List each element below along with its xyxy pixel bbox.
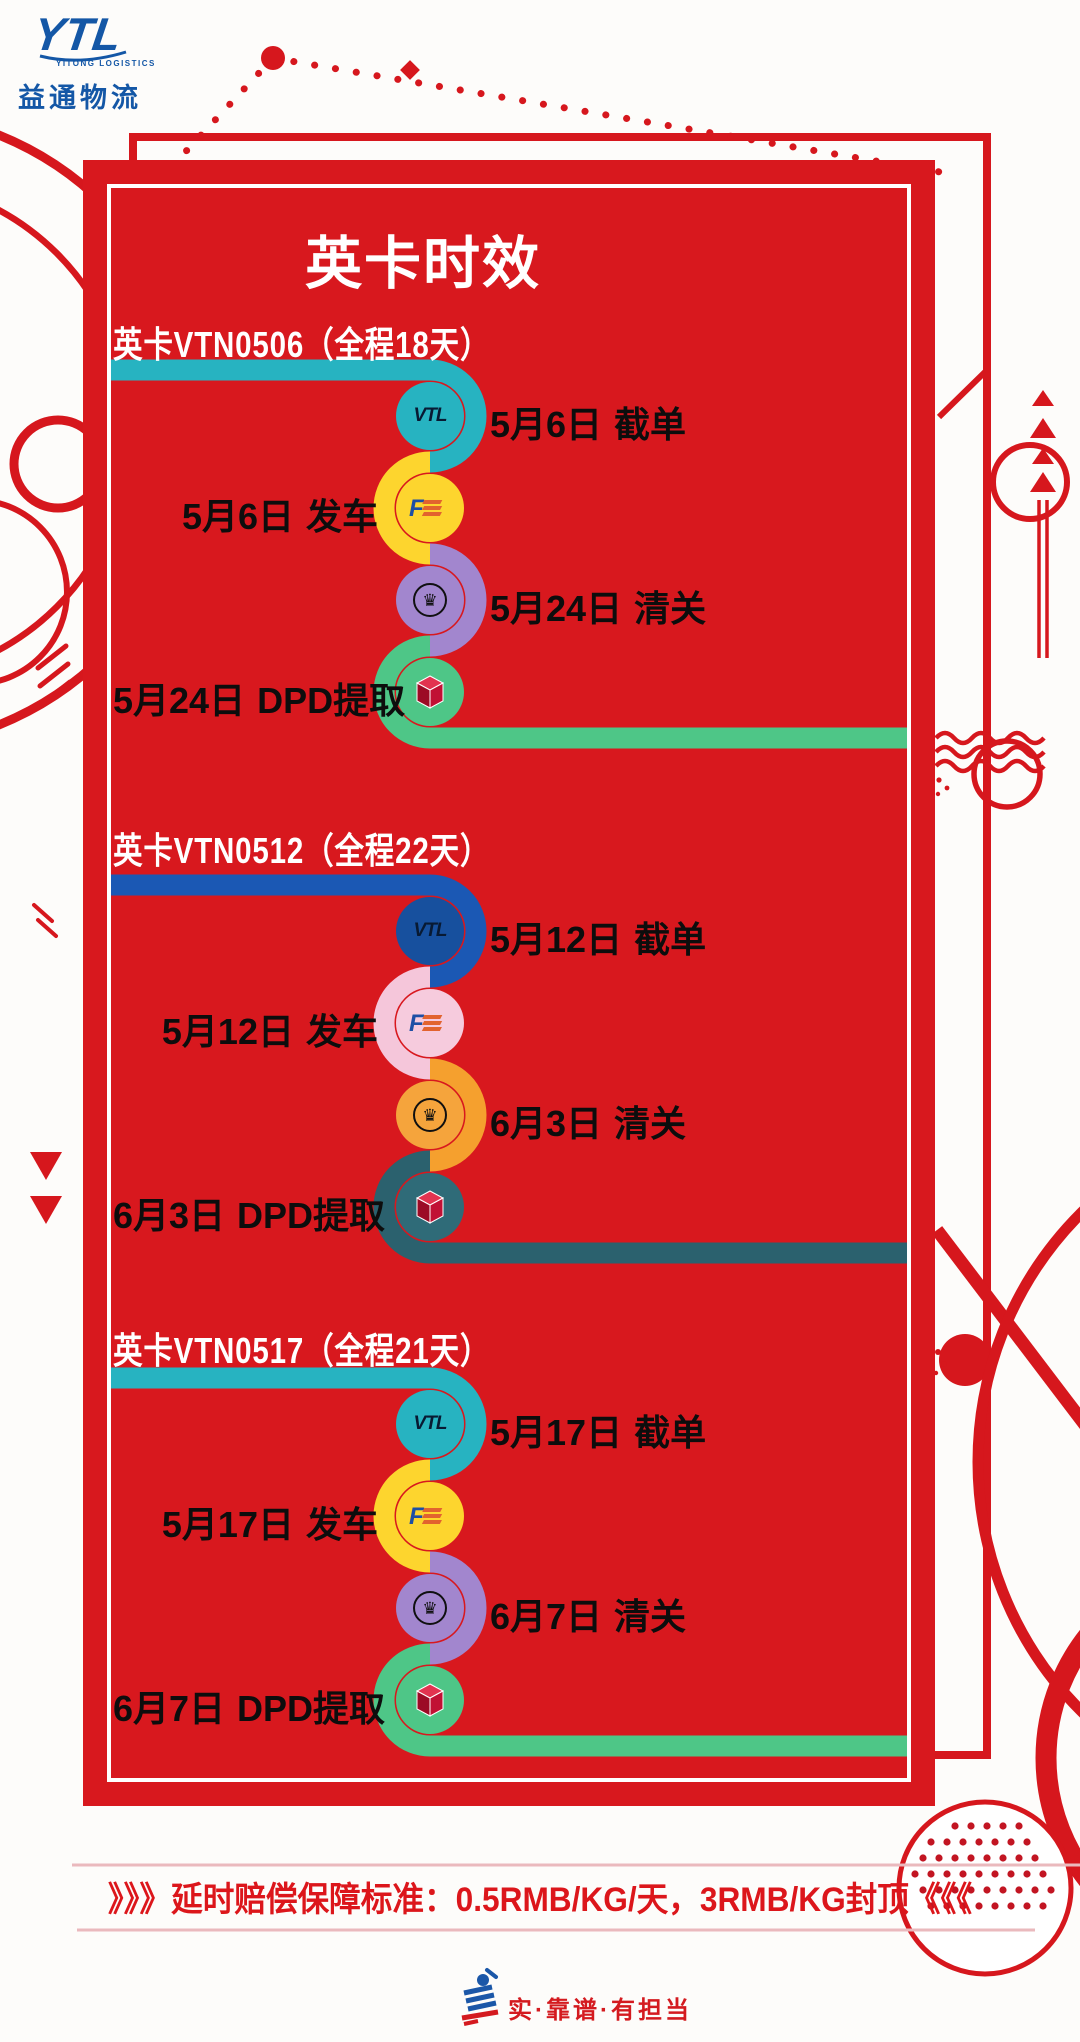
step-label: 5月12日 发车	[113, 1003, 378, 1055]
vtl-logo-icon: VTL	[413, 405, 448, 426]
step-label: 5月24日 DPD提取	[113, 672, 405, 724]
step-event: 截单	[634, 919, 707, 960]
section-header: 英卡VTN0512（全程22天）	[113, 830, 491, 871]
f1-forwarder-logo-icon: F	[409, 1503, 443, 1529]
step-event: 截单	[614, 404, 687, 445]
step-date: 6月7日	[490, 1596, 603, 1637]
step-event: 清关	[614, 1103, 687, 1144]
step-event: DPD提取	[237, 1195, 386, 1236]
f1-forwarder-logo-icon: F	[409, 1010, 443, 1036]
step-date: 5月17日	[490, 1412, 623, 1453]
step-label: 6月7日 DPD提取	[113, 1680, 385, 1732]
step-date: 5月12日	[490, 919, 623, 960]
customs-crown-icon: ♛	[413, 583, 447, 617]
timeline-node-dpd-parcel-cube	[396, 658, 464, 726]
step-event: 清关	[614, 1596, 687, 1637]
svg-text:F: F	[409, 1010, 425, 1036]
timeline-node-customs-crown: ♛	[396, 566, 464, 634]
step-date: 5月12日	[161, 1011, 294, 1052]
timeline-node-f1-forwarder-logo: F	[396, 474, 464, 542]
vtl-logo-icon: VTL	[413, 920, 448, 941]
timeline-node-vtl-logo: VTL	[396, 1390, 464, 1458]
step-event: 发车	[305, 1011, 378, 1052]
step-event: DPD提取	[237, 1688, 386, 1729]
step-label: 6月7日 清关	[490, 1588, 686, 1640]
dpd-parcel-cube-icon	[415, 1683, 445, 1717]
svg-text:YTL: YTL	[30, 8, 124, 60]
step-event: DPD提取	[257, 680, 406, 721]
customs-crown-icon: ♛	[413, 1098, 447, 1132]
timeline-node-customs-crown: ♛	[396, 1574, 464, 1642]
step-date: 5月6日	[490, 404, 603, 445]
step-date: 5月6日	[181, 496, 294, 537]
timeline-node-dpd-parcel-cube	[396, 1173, 464, 1241]
step-date: 5月24日	[113, 680, 246, 721]
step-date: 6月3日	[113, 1195, 226, 1236]
poster-title: 英卡时效	[305, 232, 541, 296]
svg-text:F: F	[409, 1503, 425, 1529]
brand-block: YTL YITONG LOGISTICS 益通物流	[16, 6, 246, 113]
company-name: 益通物流	[18, 83, 142, 113]
vtl-logo-icon: VTL	[413, 1413, 448, 1434]
step-date: 5月17日	[161, 1504, 294, 1545]
step-label: 5月17日 发车	[113, 1496, 378, 1548]
step-label: 6月3日 清关	[490, 1095, 686, 1147]
footer-slogan: 实·靠谱·有担当	[508, 1997, 692, 2024]
svg-text:YITONG LOGISTICS: YITONG LOGISTICS	[56, 59, 156, 68]
step-label: 5月12日 截单	[490, 911, 706, 963]
ytl-logo-icon: YTL YITONG LOGISTICS	[30, 8, 156, 68]
f1-forwarder-logo-icon: F	[409, 495, 443, 521]
timeline-node-f1-forwarder-logo: F	[396, 989, 464, 1057]
step-date: 6月3日	[490, 1103, 603, 1144]
section-header: 英卡VTN0517（全程21天）	[113, 1330, 491, 1371]
svg-text:F: F	[409, 495, 425, 521]
timeline-node-customs-crown: ♛	[396, 1081, 464, 1149]
dpd-parcel-cube-icon	[415, 675, 445, 709]
step-event: 清关	[634, 588, 707, 629]
timeline-node-f1-forwarder-logo: F	[396, 1482, 464, 1550]
compensation-notice: 》》》延时赔偿保障标准：0.5RMB/KG/天，3RMB/KG封顶《《《	[107, 1881, 973, 1919]
step-date: 6月7日	[113, 1688, 226, 1729]
step-label: 5月17日 截单	[490, 1404, 706, 1456]
step-label: 5月6日 截单	[490, 396, 686, 448]
section-header: 英卡VTN0506（全程18天）	[113, 324, 491, 365]
step-event: 发车	[305, 496, 378, 537]
step-label: 5月24日 清关	[490, 580, 706, 632]
dpd-parcel-cube-icon	[415, 1190, 445, 1224]
step-label: 6月3日 DPD提取	[113, 1187, 385, 1239]
timeline-node-vtl-logo: VTL	[396, 897, 464, 965]
step-event: 发车	[305, 1504, 378, 1545]
step-label: 5月6日 发车	[113, 488, 378, 540]
zhen-mascot-icon	[461, 1968, 499, 2026]
footer: 实·靠谱·有担当	[0, 1962, 1080, 2032]
step-event: 截单	[634, 1412, 707, 1453]
timeline-node-dpd-parcel-cube	[396, 1666, 464, 1734]
customs-crown-icon: ♛	[413, 1591, 447, 1625]
timeline-node-vtl-logo: VTL	[396, 382, 464, 450]
step-date: 5月24日	[490, 588, 623, 629]
